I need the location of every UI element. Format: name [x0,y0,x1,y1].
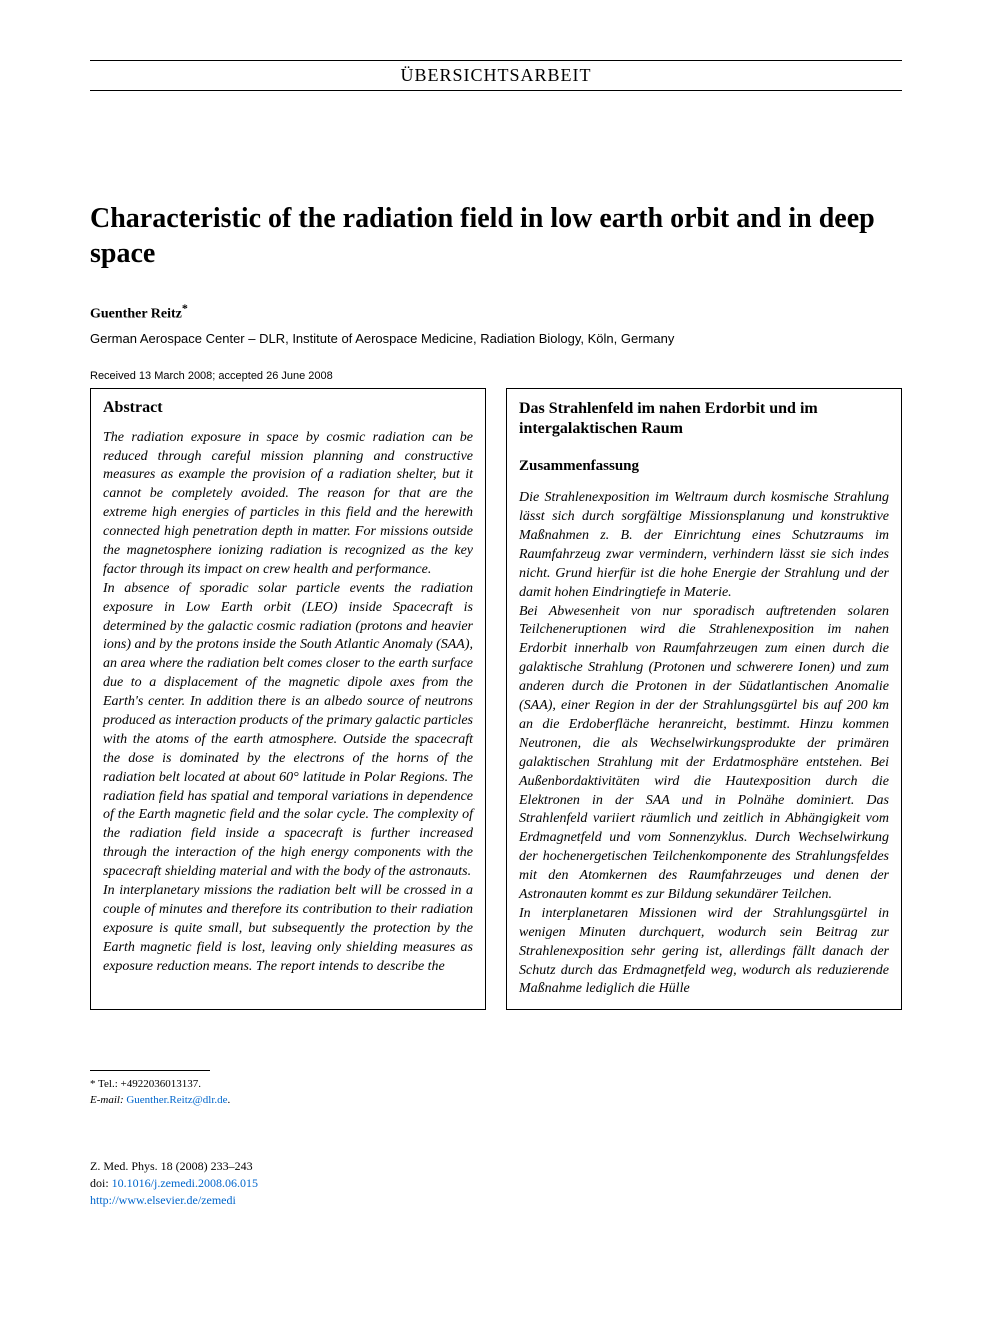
abstract-columns: Abstract The radiation exposure in space… [90,388,902,1011]
url-line: http://www.elsevier.de/zemedi [90,1192,902,1209]
abstract-de-p3: In interplanetaren Missionen wird der St… [519,905,889,999]
footnote-tel: * Tel.: +4922036013137. [90,1077,902,1092]
abstract-en-p2: In absence of sporadic solar particle ev… [103,580,473,882]
footnote-email-line: E-mail: Guenther.Reitz@dlr.de. [90,1093,902,1108]
affiliation: German Aerospace Center – DLR, Institute… [90,331,902,346]
author-line: Guenther Reitz* [90,301,902,323]
doi-line: doi: 10.1016/j.zemedi.2008.06.015 [90,1175,902,1192]
footnote-block: * Tel.: +4922036013137. E-mail: Guenther… [90,1077,902,1108]
section-header: ÜBERSICHTSARBEIT [90,60,902,91]
abstract-right-column: Das Strahlenfeld im nahen Erdorbit und i… [506,388,902,1011]
author-marker: * [182,301,188,315]
section-label: ÜBERSICHTSARBEIT [400,65,591,85]
footnote-email-link[interactable]: Guenther.Reitz@dlr.de [126,1094,227,1106]
german-article-title: Das Strahlenfeld im nahen Erdorbit und i… [519,399,889,441]
page-footer: Z. Med. Phys. 18 (2008) 233–243 doi: 10.… [90,1158,902,1208]
citation-line: Z. Med. Phys. 18 (2008) 233–243 [90,1158,902,1175]
abstract-body-en: The radiation exposure in space by cosmi… [103,429,473,977]
abstract-en-p1: The radiation exposure in space by cosmi… [103,429,473,580]
abstract-de-p1: Die Strahlenexposition im Weltraum durch… [519,489,889,602]
doi-link[interactable]: 10.1016/j.zemedi.2008.06.015 [112,1176,258,1190]
journal-url[interactable]: http://www.elsevier.de/zemedi [90,1193,236,1207]
zusammenfassung-heading: Zusammenfassung [519,458,889,475]
abstract-left-column: Abstract The radiation exposure in space… [90,388,486,1011]
abstract-en-p3: In interplanetary missions the radiation… [103,882,473,976]
abstract-de-p2: Bei Abwesenheit von nur sporadisch auftr… [519,603,889,905]
footnote-email-label: E-mail: [90,1094,124,1106]
footnote-separator [90,1070,210,1071]
received-dates: Received 13 March 2008; accepted 26 June… [90,370,902,382]
article-title: Characteristic of the radiation field in… [90,201,902,271]
doi-label: doi: [90,1176,109,1190]
author-name: Guenther Reitz [90,307,182,322]
abstract-body-de: Die Strahlenexposition im Weltraum durch… [519,489,889,999]
abstract-heading: Abstract [103,399,473,417]
